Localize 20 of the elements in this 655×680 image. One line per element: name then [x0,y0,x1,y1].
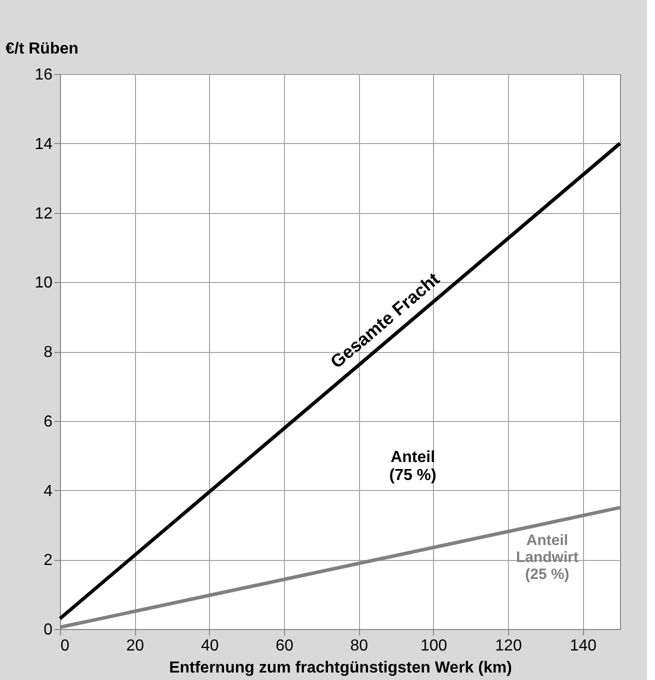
y-tick-label: 14 [34,136,53,153]
x-tick-label: 120 [495,638,522,654]
y-tick-label: 0 [44,622,53,638]
y-tick-label: 10 [34,274,53,292]
y-tick-label: 12 [34,205,53,222]
x-tick-label: 0 [60,638,70,654]
y-tick-label: 8 [44,344,53,361]
y-tick-label: 6 [44,413,53,430]
y-tick-label: 4 [44,482,53,500]
y-tick-label: 16 [34,66,53,84]
annotation: Anteil (75 %) [389,448,436,484]
y-tick-label: 2 [44,552,53,570]
x-tick-label: 100 [420,638,448,654]
x-tick-label: 60 [276,638,294,654]
x-tick-label: 20 [126,638,144,654]
x-tick-label: 40 [200,638,219,654]
x-tick-label: 80 [350,638,368,654]
y-axis-title: €/t Rüben [6,40,78,58]
x-tick-label: 140 [570,638,597,654]
x-axis-title: Entfernung zum frachtgünstigsten Werk (km) [169,660,512,676]
